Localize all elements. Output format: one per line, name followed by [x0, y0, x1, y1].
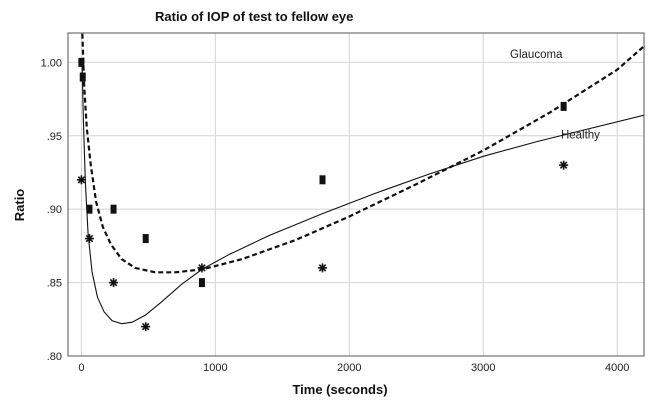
y-tick-label: .80 — [47, 351, 62, 363]
tick-labels: 0 1000 2000 3000 4000 .80 .85 .90 .95 1.00 — [41, 57, 630, 374]
glaucoma-point — [560, 101, 567, 111]
glaucoma-point — [78, 57, 85, 67]
healthy-point — [318, 263, 328, 273]
y-tick-label: .85 — [47, 278, 62, 290]
healthy-point — [559, 160, 569, 170]
chart-title: Ratio of IOP of test to fellow eye — [155, 9, 353, 24]
x-tick-label: 0 — [78, 362, 84, 374]
healthy-point — [109, 278, 119, 288]
fit-lines — [81, 33, 644, 325]
glaucoma-point — [142, 234, 149, 244]
x-tick-label: 3000 — [471, 362, 495, 374]
plot-frame — [67, 32, 645, 357]
glaucoma-point — [110, 204, 117, 214]
glaucoma-point — [198, 278, 205, 288]
y-tick-label: .90 — [47, 204, 62, 216]
y-tick-label: .95 — [47, 131, 62, 143]
x-tick-label: 2000 — [337, 362, 361, 374]
glaucoma-fit-line — [81, 33, 644, 274]
data-points — [76, 57, 569, 332]
healthy-point — [76, 175, 86, 185]
glaucoma-point — [86, 204, 93, 214]
y-tick-label: 1.00 — [41, 57, 62, 69]
healthy-point — [197, 263, 207, 273]
healthy-point — [84, 234, 94, 244]
glaucoma-series-label: Glaucoma — [510, 49, 563, 61]
x-axis-label: Time (seconds) — [292, 382, 387, 397]
healthy-point — [141, 322, 151, 332]
y-axis-label: Ratio — [12, 189, 27, 222]
glaucoma-point — [319, 175, 326, 185]
x-tick-label: 4000 — [605, 362, 629, 374]
healthy-fit-line — [81, 62, 644, 325]
healthy-series-label: Healthy — [561, 130, 600, 142]
glaucoma-point — [79, 72, 86, 82]
series-labels: Glaucoma Healthy — [510, 49, 600, 142]
x-tick-label: 1000 — [203, 362, 227, 374]
